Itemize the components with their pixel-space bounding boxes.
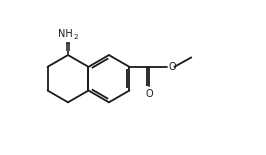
Text: NH: NH bbox=[58, 29, 73, 39]
Text: O: O bbox=[146, 89, 153, 99]
Text: 2: 2 bbox=[73, 34, 78, 40]
Text: O: O bbox=[168, 62, 176, 72]
